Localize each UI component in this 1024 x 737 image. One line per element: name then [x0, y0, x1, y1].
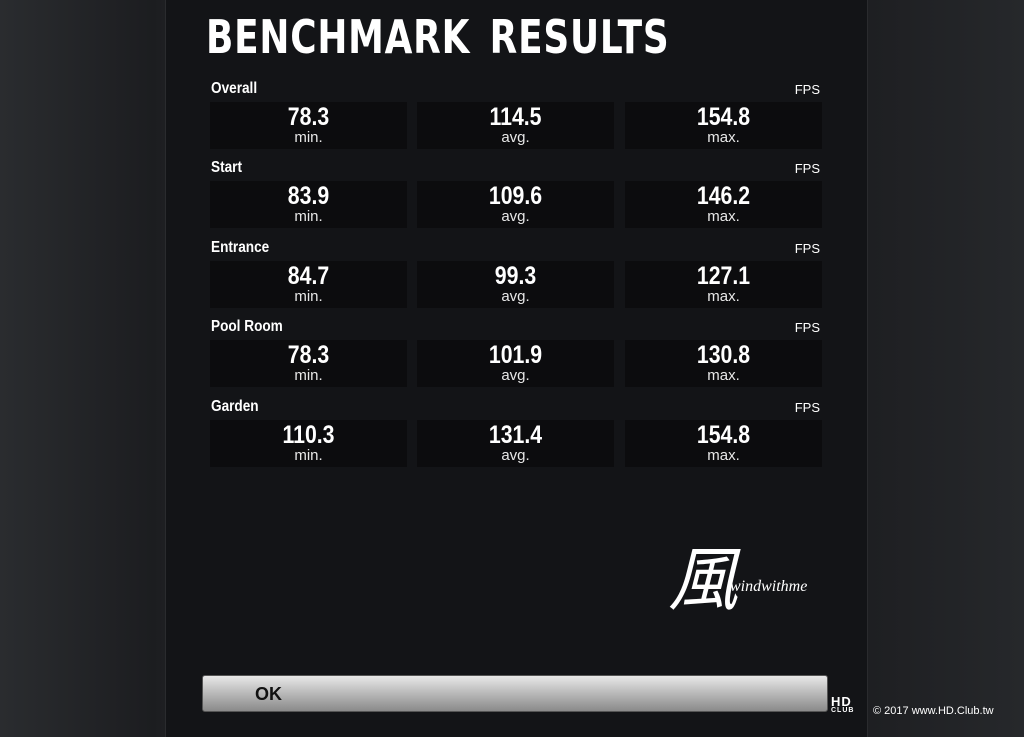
- ok-label: OK: [255, 684, 282, 704]
- max-fps-box: 154.8 max.: [625, 420, 822, 467]
- watermark-kanji: 風: [668, 539, 738, 621]
- hd-logo-text: HD: [831, 694, 852, 709]
- min-fps-box: 110.3 min.: [210, 420, 407, 467]
- section-label: Start: [211, 159, 242, 176]
- fps-unit: FPS: [794, 320, 820, 335]
- result-section: Overall FPS 78.3 min. 114.5 avg. 154.8 max.: [210, 80, 822, 160]
- max-caption: max.: [707, 129, 740, 146]
- result-section: Pool Room FPS 78.3 min. 101.9 avg. 130.8 max.: [210, 318, 822, 398]
- min-value: 78.3: [287, 103, 330, 131]
- section-label: Pool Room: [211, 318, 283, 335]
- section-label: Garden: [211, 398, 259, 415]
- avg-caption: avg.: [501, 129, 530, 146]
- avg-fps-box: 109.6 avg.: [417, 181, 614, 228]
- hdclub-logo: HD CLUB: [831, 694, 855, 714]
- avg-caption: avg.: [501, 367, 530, 384]
- max-value: 146.2: [696, 182, 751, 210]
- copyright: © 2017 www.HD.Club.tw: [873, 705, 994, 717]
- avg-fps-box: 99.3 avg.: [417, 261, 614, 308]
- min-caption: min.: [294, 447, 323, 464]
- min-fps-box: 78.3 min.: [210, 102, 407, 149]
- avg-value: 99.3: [494, 262, 537, 290]
- avg-value: 109.6: [488, 182, 543, 210]
- section-label: Overall: [211, 80, 258, 97]
- min-value: 83.9: [287, 182, 330, 210]
- min-value: 78.3: [287, 341, 330, 369]
- section-label: Entrance: [211, 239, 270, 256]
- fps-unit: FPS: [794, 241, 820, 256]
- avg-value: 101.9: [488, 341, 543, 369]
- max-value: 127.1: [696, 262, 751, 290]
- club-logo-text: CLUB: [831, 707, 855, 714]
- max-fps-box: 127.1 max.: [625, 261, 822, 308]
- avg-fps-box: 101.9 avg.: [417, 340, 614, 387]
- max-fps-box: 154.8 max.: [625, 102, 822, 149]
- watermark-logo: 風 windwithme: [668, 539, 807, 621]
- max-value: 154.8: [696, 103, 751, 131]
- min-caption: min.: [294, 367, 323, 384]
- max-fps-box: 146.2 max.: [625, 181, 822, 228]
- fps-unit: FPS: [794, 82, 820, 97]
- avg-caption: avg.: [501, 288, 530, 305]
- min-caption: min.: [294, 288, 323, 305]
- fps-unit: FPS: [794, 161, 820, 176]
- page-title: BENCHMARK RESULTS: [206, 10, 670, 64]
- min-fps-box: 83.9 min.: [210, 181, 407, 228]
- benchmark-panel: BENCHMARK RESULTS Overall FPS 78.3 min. 114.…: [165, 0, 868, 737]
- max-value: 130.8: [696, 341, 751, 369]
- max-caption: max.: [707, 367, 740, 384]
- result-section: Entrance FPS 84.7 min. 99.3 avg. 127.1 max.: [210, 239, 822, 319]
- max-caption: max.: [707, 447, 740, 464]
- min-caption: min.: [294, 208, 323, 225]
- watermark-signature: windwithme: [730, 578, 808, 595]
- min-value: 84.7: [287, 262, 330, 290]
- avg-caption: avg.: [501, 447, 530, 464]
- result-section: Start FPS 83.9 min. 109.6 avg. 146.2 max.: [210, 159, 822, 239]
- min-value: 110.3: [282, 421, 335, 449]
- result-section: Garden FPS 110.3 min. 131.4 avg. 154.8 max.: [210, 398, 822, 478]
- avg-value: 114.5: [489, 103, 542, 131]
- ok-button[interactable]: OK: [202, 675, 828, 712]
- max-value: 154.8: [696, 421, 751, 449]
- min-fps-box: 78.3 min.: [210, 340, 407, 387]
- avg-value: 131.4: [488, 421, 543, 449]
- avg-fps-box: 131.4 avg.: [417, 420, 614, 467]
- max-caption: max.: [707, 208, 740, 225]
- avg-caption: avg.: [501, 208, 530, 225]
- fps-unit: FPS: [794, 400, 820, 415]
- min-caption: min.: [294, 129, 323, 146]
- max-fps-box: 130.8 max.: [625, 340, 822, 387]
- min-fps-box: 84.7 min.: [210, 261, 407, 308]
- max-caption: max.: [707, 288, 740, 305]
- avg-fps-box: 114.5 avg.: [417, 102, 614, 149]
